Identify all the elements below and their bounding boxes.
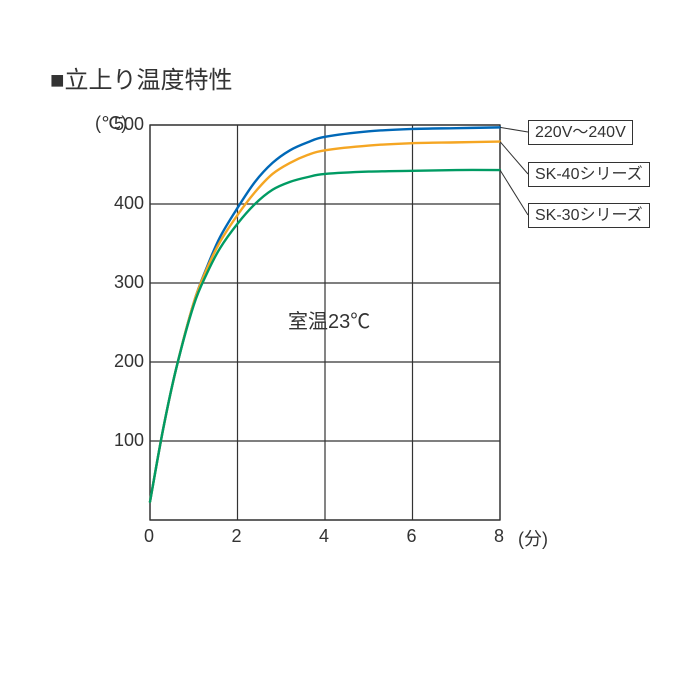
x-tick: 2 xyxy=(232,526,242,547)
x-tick: 6 xyxy=(407,526,417,547)
x-tick: 0 xyxy=(144,526,154,547)
y-tick: 300 xyxy=(114,272,144,293)
annotation-text: 室温23℃ xyxy=(288,305,370,334)
legend-item: SK-40シリーズ xyxy=(528,162,650,187)
x-tick: 8 xyxy=(494,526,504,547)
legend-item: 220V〜240V xyxy=(528,120,633,145)
chart-container: ■立上り温度特性 (℃) (分) 100200300400500 02468 室… xyxy=(0,0,700,700)
chart-plot xyxy=(0,0,700,700)
x-tick: 4 xyxy=(319,526,329,547)
legend-item: SK-30シリーズ xyxy=(528,203,650,228)
y-tick: 500 xyxy=(114,114,144,135)
y-tick: 100 xyxy=(114,430,144,451)
y-tick: 200 xyxy=(114,351,144,372)
y-tick: 400 xyxy=(114,193,144,214)
